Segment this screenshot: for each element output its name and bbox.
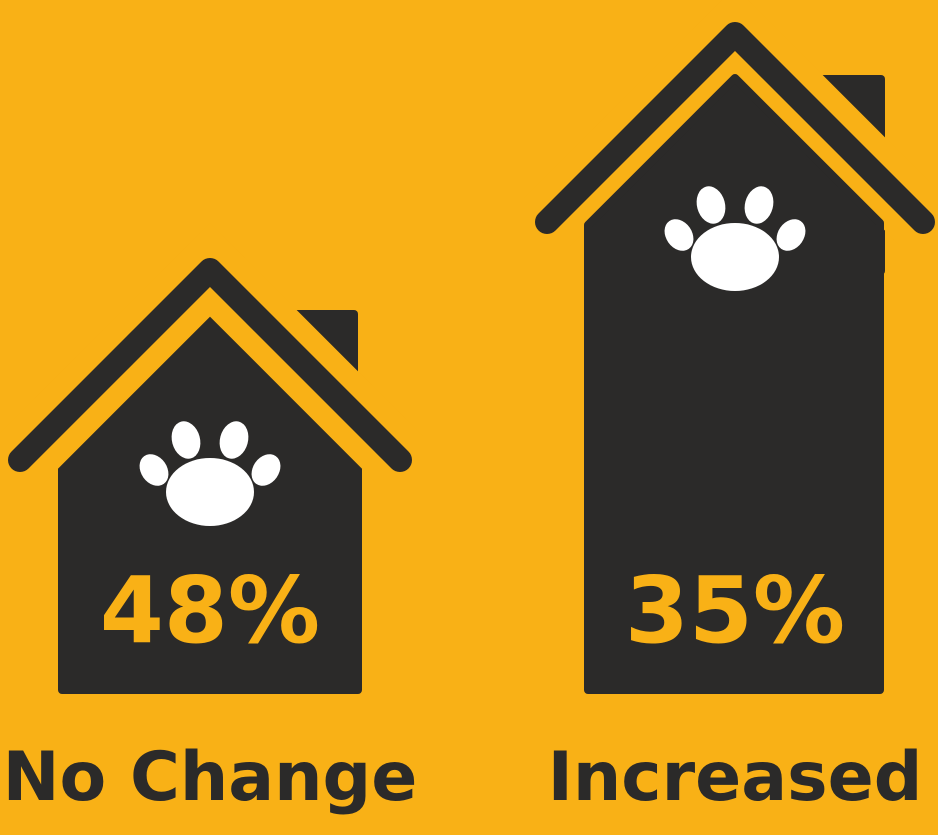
value: 48% [100,557,320,664]
value: 35% [625,557,845,664]
infographic: 48% 35% No Change Increased [0,0,938,835]
label: Increased [548,738,923,817]
label: No Change [3,738,418,817]
page: 48% 35% No Change Increased (() => { con… [0,0,938,835]
